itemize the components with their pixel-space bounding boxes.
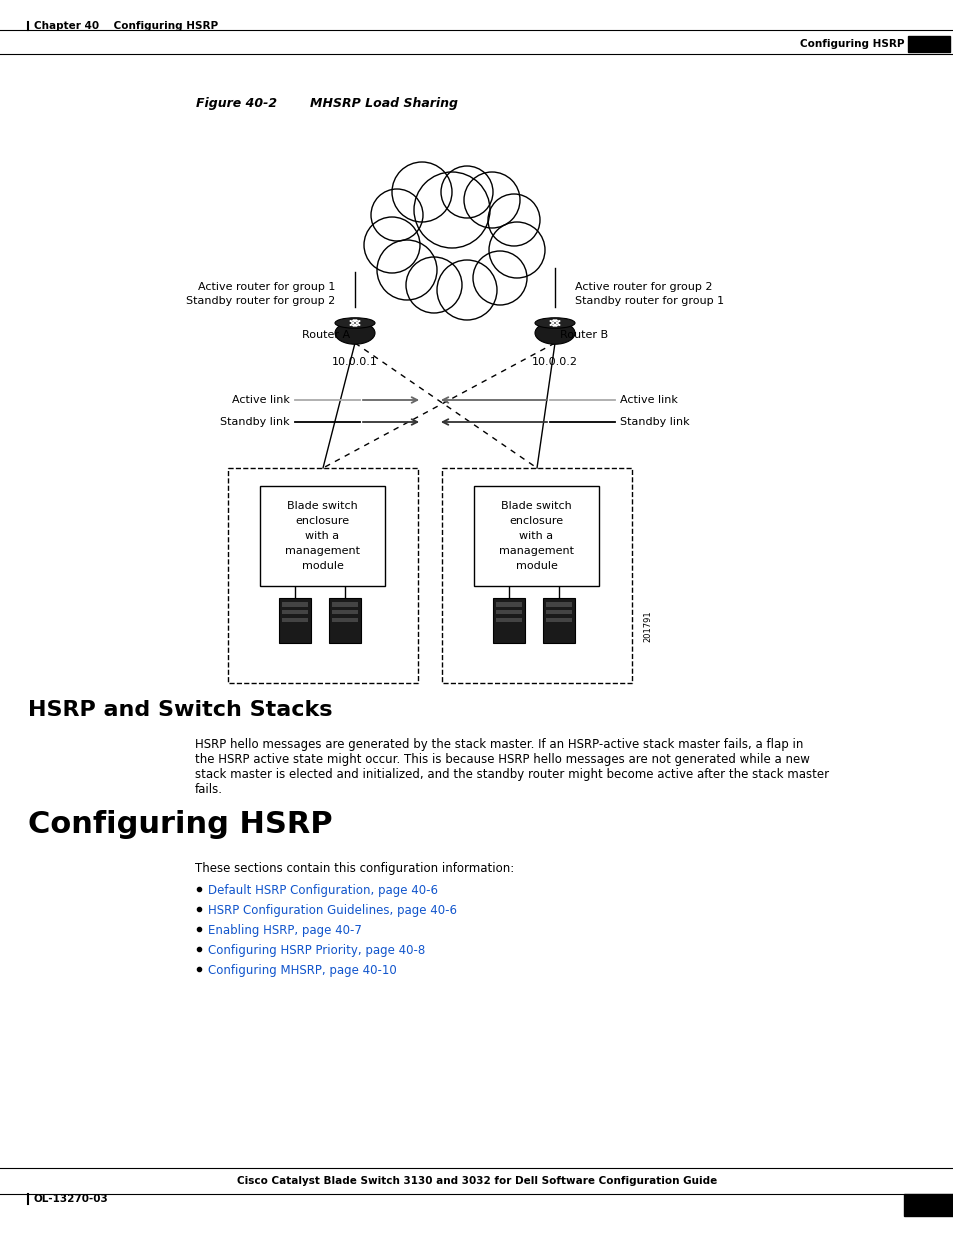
Bar [496,618,521,622]
Text: Configuring HSRP: Configuring HSRP [800,40,904,49]
Circle shape [440,165,493,219]
Text: Configuring MHSRP, page 40-10: Configuring MHSRP, page 40-10 [208,965,396,977]
Text: fails.: fails. [194,783,223,797]
Circle shape [392,162,452,222]
Bar [228,468,417,683]
Bar [332,618,357,622]
Text: Configuring HSRP: Configuring HSRP [28,810,333,839]
Text: Default HSRP Configuration, page 40-6: Default HSRP Configuration, page 40-6 [208,884,437,897]
Bar [282,601,308,606]
Circle shape [436,261,497,320]
Text: 201791: 201791 [643,610,652,642]
Text: Router B: Router B [559,330,607,340]
Bar [542,598,575,643]
Ellipse shape [335,317,375,329]
Bar [907,36,949,52]
Bar [474,487,598,585]
Text: Active router for group 2: Active router for group 2 [575,282,712,291]
Text: Active link: Active link [619,395,678,405]
Ellipse shape [335,322,375,345]
Text: the HSRP active state might occur. This is because HSRP hello messages are not g: the HSRP active state might occur. This … [194,753,809,766]
Bar [332,610,357,614]
Bar [282,618,308,622]
Text: Router A: Router A [301,330,350,340]
Circle shape [371,189,422,241]
Bar [329,598,360,643]
Circle shape [406,257,461,312]
Circle shape [488,194,539,246]
Text: Configuring HSRP Priority, page 40-8: Configuring HSRP Priority, page 40-8 [208,944,425,957]
Bar [545,618,572,622]
Text: HSRP hello messages are generated by the stack master. If an HSRP-active stack m: HSRP hello messages are generated by the… [194,739,802,751]
Ellipse shape [535,322,575,345]
Text: 40-5: 40-5 [912,1198,943,1212]
Text: Standby link: Standby link [619,417,689,427]
Bar [441,468,631,683]
Circle shape [473,251,526,305]
Circle shape [376,240,436,300]
Text: Figure 40-2: Figure 40-2 [195,98,276,110]
Text: Enabling HSRP, page 40-7: Enabling HSRP, page 40-7 [208,924,361,937]
Bar [260,487,385,585]
Text: HSRP and Switch Stacks: HSRP and Switch Stacks [28,700,333,720]
Circle shape [364,217,419,273]
Bar [282,610,308,614]
Text: Standby link: Standby link [220,417,290,427]
Circle shape [414,172,490,248]
Text: Standby router for group 1: Standby router for group 1 [575,296,723,306]
Bar [545,601,572,606]
Circle shape [463,172,519,228]
Text: Blade switch
enclosure
with a
management
module: Blade switch enclosure with a management… [285,501,359,571]
Text: MHSRP Load Sharing: MHSRP Load Sharing [310,98,457,110]
Text: 10.0.0.2: 10.0.0.2 [532,357,578,367]
Ellipse shape [535,317,575,329]
Text: Blade switch
enclosure
with a
management
module: Blade switch enclosure with a management… [498,501,574,571]
Text: 10.0.0.1: 10.0.0.1 [332,357,377,367]
Text: Standby router for group 2: Standby router for group 2 [186,296,335,306]
Text: Active link: Active link [232,395,290,405]
Bar [493,598,524,643]
Text: stack master is elected and initialized, and the standby router might become act: stack master is elected and initialized,… [194,768,828,781]
Text: OL-13270-03: OL-13270-03 [34,1194,109,1204]
Text: Active router for group 1: Active router for group 1 [197,282,335,291]
Bar [496,610,521,614]
Text: HSRP Configuration Guidelines, page 40-6: HSRP Configuration Guidelines, page 40-6 [208,904,456,918]
Bar [903,1194,953,1216]
Text: Chapter 40    Configuring HSRP: Chapter 40 Configuring HSRP [34,21,218,31]
Bar [278,598,311,643]
Bar [545,610,572,614]
Circle shape [489,222,544,278]
Text: These sections contain this configuration information:: These sections contain this configuratio… [194,862,514,876]
Text: Cisco Catalyst Blade Switch 3130 and 3032 for Dell Software Configuration Guide: Cisco Catalyst Blade Switch 3130 and 303… [236,1176,717,1186]
Bar [332,601,357,606]
Bar [496,601,521,606]
